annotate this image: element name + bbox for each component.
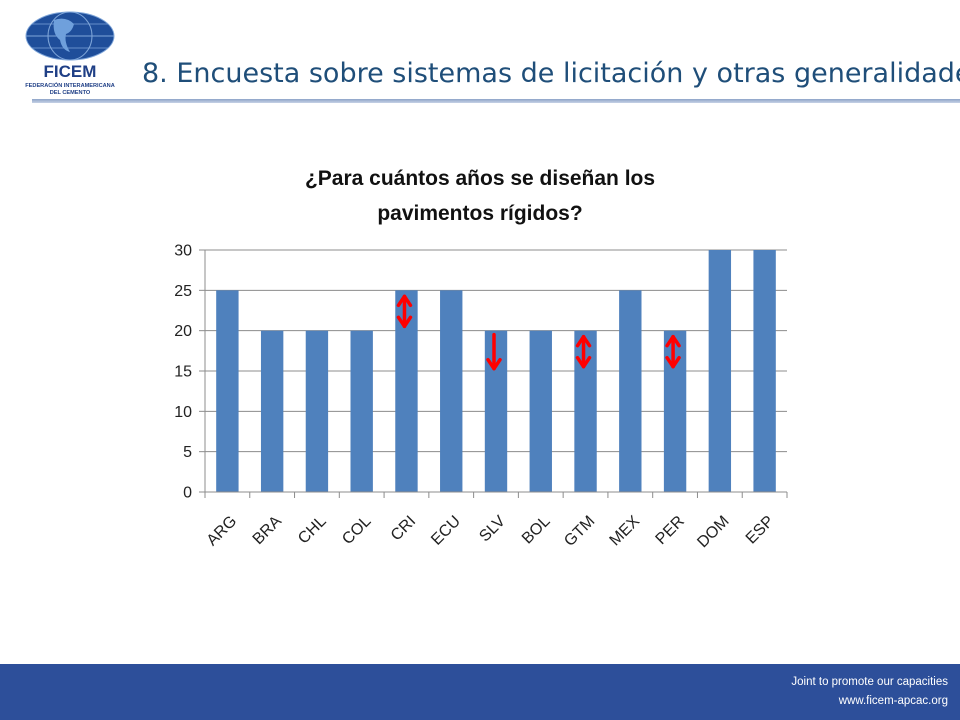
bar-col: [350, 330, 373, 492]
x-tick-label: ECU: [428, 513, 464, 549]
x-tick-label: SLV: [476, 513, 509, 546]
x-tick-label: CHL: [295, 513, 330, 548]
bar-bol: [529, 330, 552, 492]
y-tick-label: 25: [174, 283, 192, 300]
bar-gtm: [574, 330, 597, 492]
bar-chl: [305, 330, 329, 492]
y-tick-label: 15: [174, 364, 192, 381]
footer-website: www.ficem-apcac.org: [838, 695, 948, 707]
down-arrow-annotation-slv-icon: [486, 332, 502, 371]
x-tick-label: ESP: [743, 513, 778, 548]
x-tick-label: DOM: [694, 513, 732, 551]
x-tick-label: MEX: [607, 513, 644, 550]
chart-title-line-2: pavimentos rígidos?: [377, 202, 582, 225]
x-tick-label: CRI: [388, 513, 420, 545]
x-tick-label: COL: [339, 513, 374, 548]
x-tick-label: ARG: [204, 513, 241, 550]
logo-org-line1: FEDERACIÓN INTERAMERICANA: [25, 81, 115, 89]
bar-per: [663, 330, 687, 492]
ficem-logo: FICEM FEDERACIÓN INTERAMERICANA DEL CEME…: [25, 11, 115, 96]
y-tick-label: 0: [183, 485, 192, 502]
slide-title: 8. Encuesta sobre sistemas de licitación…: [142, 58, 960, 89]
y-tick-label: 10: [174, 404, 192, 421]
logo-wordmark: FICEM: [44, 62, 97, 81]
footer-tagline: Joint to promote our capacities: [791, 676, 948, 688]
bar-ecu: [440, 290, 463, 492]
x-tick-label: PER: [653, 513, 688, 548]
bar-arg: [216, 290, 239, 492]
bar-bra: [260, 330, 284, 492]
double-arrow-annotation-gtm-icon: [575, 334, 592, 369]
footer-bar: Joint to promote our capacities www.fice…: [0, 664, 960, 720]
double-arrow-annotation-cri-icon: [396, 294, 413, 329]
bar-dom: [708, 250, 732, 492]
bar-esp: [753, 250, 776, 492]
bar-slv: [484, 330, 508, 492]
bar-mex: [619, 290, 642, 492]
x-tick-label: BOL: [519, 513, 554, 548]
y-tick-label: 5: [183, 444, 192, 461]
logo-org-line2: DEL CEMENTO: [50, 90, 91, 96]
y-tick-label: 20: [174, 323, 192, 340]
title-divider: [32, 99, 960, 103]
x-tick-label: GTM: [561, 513, 598, 550]
bar-cri: [395, 290, 418, 492]
x-tick-label: BRA: [250, 513, 286, 549]
double-arrow-annotation-per-icon: [665, 334, 681, 369]
chart-title-line-1: ¿Para cuántos años se diseñan los: [305, 167, 655, 190]
y-tick-label: 30: [174, 243, 192, 260]
bar-chart: ¿Para cuántos años se diseñan los pavime…: [174, 167, 788, 551]
